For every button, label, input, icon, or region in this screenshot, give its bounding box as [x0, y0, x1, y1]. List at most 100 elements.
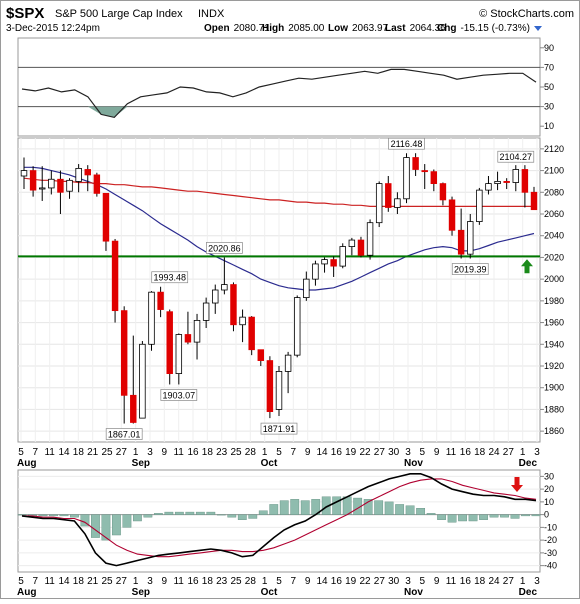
price-x-tick-label: 16	[187, 447, 199, 458]
macd-histogram-bar	[290, 499, 300, 515]
candle-up	[293, 297, 301, 356]
price-annotation: 1903.07	[160, 389, 198, 401]
candle-down	[102, 192, 110, 242]
candle-down	[248, 316, 255, 351]
price-tick-label: 2080	[544, 187, 564, 197]
macd-tick-label: -10	[544, 522, 557, 532]
ohlc-label: Open	[204, 23, 230, 34]
macd-x-tick-label: 1	[520, 576, 526, 587]
price-tick-label: 1960	[544, 318, 564, 328]
ohlc-item: Last 2064.36	[385, 23, 446, 34]
annotation-box	[160, 389, 198, 401]
ohlc-label: Chg	[437, 23, 456, 34]
macd-tick-label: 20	[544, 484, 554, 494]
ohlc-value: 2085.00	[288, 23, 325, 34]
candle-up	[375, 183, 383, 224]
macd-month-label: Dec	[519, 587, 538, 598]
candle-up	[148, 291, 155, 345]
price-x-tick-label: 23	[216, 447, 228, 458]
candle-up	[175, 334, 183, 374]
candle-up	[339, 246, 346, 267]
price-x-tick-label: 11	[44, 447, 55, 458]
macd-x-tick-label: 21	[87, 576, 99, 587]
macd-x-tick-label: 7	[291, 576, 297, 587]
macd-histogram-bar	[17, 514, 27, 516]
price-x-tick-label: 19	[345, 447, 357, 458]
price-x-tick-label: 14	[316, 447, 328, 458]
macd-month-label: Oct	[261, 587, 278, 598]
annotation-label: 1867.01	[108, 430, 141, 440]
macd-histogram-bar	[510, 514, 520, 519]
macd-histogram-bar	[101, 514, 111, 541]
candle-up	[394, 198, 401, 208]
price-month-label: Oct	[261, 458, 278, 469]
macd-histogram-bar	[132, 514, 142, 522]
candle-up	[239, 316, 246, 326]
macd-x-tick-label: 3	[405, 576, 411, 587]
macd-tick-label: -30	[544, 548, 557, 558]
macd-tick-label: 10	[544, 497, 554, 507]
price-tick-label: 2040	[544, 231, 564, 241]
candle-up	[494, 181, 501, 185]
macd-histogram-bar	[489, 514, 499, 518]
candle-down	[257, 349, 265, 361]
price-x-tick-label: 7	[33, 447, 39, 458]
candle-down	[157, 291, 164, 310]
chevron-down-icon[interactable]	[534, 26, 542, 31]
macd-histogram-bar	[447, 514, 457, 523]
macd-histogram-bar	[531, 514, 541, 517]
candle-up	[312, 263, 319, 280]
candle-down	[266, 360, 274, 413]
index-name: S&P 500 Large Cap Index	[55, 8, 183, 20]
macd-histogram-bar	[227, 514, 237, 518]
price-tick-label: 1940	[544, 339, 564, 349]
price-x-tick-label: 22	[359, 447, 371, 458]
candle-down	[521, 169, 529, 193]
candle-down	[448, 199, 456, 231]
rsi-tick-label: 10	[544, 121, 554, 131]
macd-histogram-bar	[112, 514, 121, 536]
macd-x-tick-label: 28	[245, 576, 257, 587]
macd-x-tick-label: 25	[101, 576, 113, 587]
candle-up	[467, 221, 474, 255]
macd-x-tick-label: 9	[162, 576, 168, 587]
macd-histogram-bar	[395, 504, 405, 515]
macd-histogram-bar	[122, 514, 132, 528]
macd-histogram-bar	[216, 514, 226, 516]
price-x-tick-label: 9	[434, 447, 440, 458]
price-x-tick-label: 5	[276, 447, 282, 458]
candle-down	[184, 334, 192, 343]
macd-x-tick-label: 30	[388, 576, 400, 587]
price-x-tick-label: 16	[460, 447, 472, 458]
macd-x-tick-label: 11	[44, 576, 55, 587]
price-month-label: Dec	[519, 458, 538, 469]
macd-x-tick-label: 24	[488, 576, 500, 587]
macd-histogram-bar	[279, 500, 289, 515]
ohlc-item: Chg -15.15 (-0.73%)	[437, 23, 530, 34]
candle-up	[366, 222, 374, 256]
candle-up	[75, 167, 82, 182]
price-annotation: 2019.39	[451, 263, 489, 275]
candle-down	[530, 191, 538, 211]
price-annotation: 2104.27	[497, 150, 535, 163]
rsi-line	[21, 68, 537, 119]
ohlc-label: Low	[328, 23, 348, 34]
annotation-label: 1993.48	[153, 273, 186, 283]
candle-up	[48, 178, 55, 189]
candle-up	[403, 157, 410, 200]
candle-down	[93, 174, 101, 194]
signal-line	[22, 478, 537, 558]
price-x-tick-label: 3	[534, 447, 540, 458]
price-x-tick-label: 24	[488, 447, 500, 458]
annotation-box	[388, 137, 425, 150]
ma50-line	[24, 166, 535, 291]
macd-histogram-bar	[185, 511, 195, 515]
candle-up	[348, 239, 356, 247]
macd-histogram-bar	[91, 514, 100, 538]
macd-histogram-bar	[49, 514, 58, 517]
macd-tick-label: -20	[544, 535, 557, 545]
macd-histogram-bar	[374, 500, 384, 515]
macd-histogram-bar	[248, 514, 258, 519]
macd-histogram-bar	[416, 508, 426, 515]
